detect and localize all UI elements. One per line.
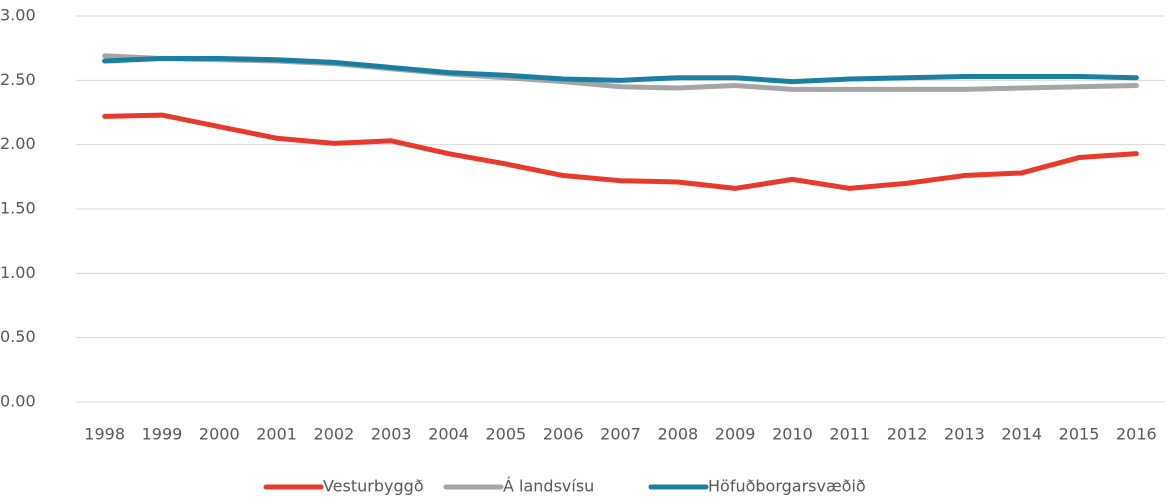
x-tick-label: 2016 (1116, 425, 1157, 444)
y-tick-label: 1.50 (0, 199, 36, 218)
x-tick-label: 2001 (256, 425, 297, 444)
y-tick-label: 0.50 (0, 327, 36, 346)
x-tick-label: 1998 (84, 425, 125, 444)
x-tick-label: 2003 (371, 425, 412, 444)
y-tick-label: 2.50 (0, 70, 36, 89)
legend-label: Vesturbyggð (323, 477, 424, 496)
series-line (102, 55, 1139, 85)
x-tick-label: 2007 (600, 425, 641, 444)
x-tick-label: 2011 (829, 425, 870, 444)
legend-label: Á landsvísu (503, 477, 594, 496)
x-tick-label: 2013 (944, 425, 985, 444)
y-tick-label: 1.00 (0, 263, 36, 282)
x-tick-label: 2009 (715, 425, 756, 444)
x-tick-label: 2005 (486, 425, 527, 444)
x-tick-label: 2000 (199, 425, 240, 444)
y-tick-label: 3.00 (0, 6, 36, 25)
x-tick-label: 2008 (657, 425, 698, 444)
x-tick-label: 2006 (543, 425, 584, 444)
legend-label: Höfuðborgarsvæðið (708, 477, 866, 496)
x-tick-label: 2015 (1059, 425, 1100, 444)
series-line (102, 112, 1139, 191)
x-tick-label: 2002 (314, 425, 355, 444)
y-tick-label: 0.00 (0, 392, 36, 411)
x-tick-label: 2004 (428, 425, 469, 444)
x-tick-label: 1999 (142, 425, 183, 444)
y-tick-label: 2.00 (0, 134, 36, 153)
x-tick-label: 2014 (1001, 425, 1042, 444)
x-tick-label: 2012 (887, 425, 928, 444)
x-tick-label: 2010 (772, 425, 813, 444)
